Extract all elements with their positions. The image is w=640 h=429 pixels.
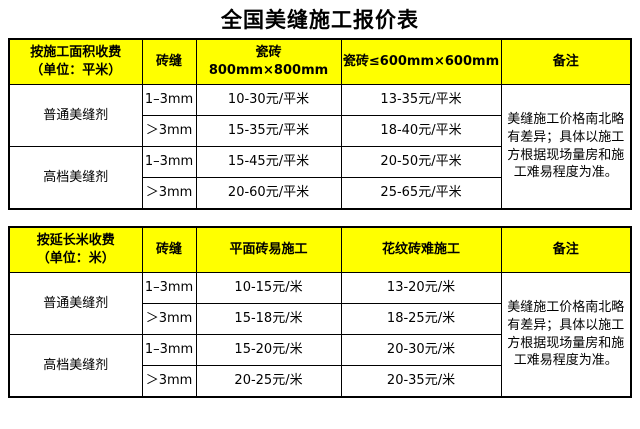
price-tile-800: 15-45元/平米: [195, 146, 342, 178]
price-pattern-tile: 20-35元/米: [340, 365, 502, 398]
header-charge-unit: 按施工面积收费 （单位：平米）: [8, 38, 143, 85]
gap-value: ＞3mm: [141, 303, 197, 335]
header-remark: 备注: [500, 226, 632, 273]
row-label-standard-sealant: 普通美缝剂: [8, 272, 143, 335]
table-row: 普通美缝剂 1–3mm 10-15元/米 13-20元/米 美缝施工价格南北略有…: [8, 272, 632, 398]
price-tile-600: 25-65元/平米: [340, 177, 502, 210]
remark-cell: 美缝施工价格南北略有差异；具体以施工方根据现场量房和施工难易程度为准。: [500, 84, 632, 210]
price-tile-800: 10-30元/平米: [195, 84, 342, 116]
price-pattern-tile: 18-25元/米: [340, 303, 502, 335]
price-pattern-tile: 13-20元/米: [340, 272, 502, 304]
row-label-premium-sealant: 高档美缝剂: [8, 146, 143, 210]
header-remark: 备注: [500, 38, 632, 85]
table-row: 普通美缝剂 1–3mm 10-30元/平米 13-35元/平米 美缝施工价格南北…: [8, 84, 632, 210]
header-charge-unit-line1: 按施工面积收费: [30, 45, 122, 61]
table-header-row: 按施工面积收费 （单位：平米） 砖缝 瓷砖800mm×800mm 瓷砖≤600m…: [8, 38, 632, 85]
price-flat-tile: 10-15元/米: [195, 272, 342, 304]
gap-value: ＞3mm: [141, 365, 197, 398]
header-charge-unit-line1: 按延长米收费: [36, 233, 115, 249]
page-title-bar: 全国美缝施工报价表: [0, 0, 640, 38]
header-flat-tile: 平面砖易施工: [195, 226, 342, 273]
price-tile-600: 18-40元/平米: [340, 115, 502, 147]
header-tile-800: 瓷砖800mm×800mm: [195, 38, 342, 85]
price-tile-800: 15-35元/平米: [195, 115, 342, 147]
price-flat-tile: 15-20元/米: [195, 334, 342, 366]
row-label-standard-sealant: 普通美缝剂: [8, 84, 143, 147]
table-spacer: [0, 210, 640, 226]
price-tile-800: 20-60元/平米: [195, 177, 342, 210]
header-charge-unit: 按延长米收费 （单位：米）: [8, 226, 143, 273]
table-row: ＞3mm 20-25元/米 20-35元/米: [9, 365, 631, 398]
table-row: ＞3mm 20-60元/平米 25-65元/平米: [9, 177, 631, 210]
header-pattern-tile: 花纹砖难施工: [340, 226, 502, 273]
gap-value: 1–3mm: [141, 84, 197, 116]
header-gap: 砖缝: [141, 38, 197, 85]
length-price-table: 按延长米收费 （单位：米） 砖缝 平面砖易施工 花纹砖难施工 备注 普通美缝剂 …: [8, 226, 632, 398]
header-charge-unit-line2: （单位：平米）: [30, 63, 122, 78]
row-label-premium-sealant: 高档美缝剂: [8, 334, 143, 398]
table-header-row: 按延长米收费 （单位：米） 砖缝 平面砖易施工 花纹砖难施工 备注: [8, 226, 632, 273]
price-flat-tile: 15-18元/米: [195, 303, 342, 335]
gap-value: 1–3mm: [141, 334, 197, 366]
price-tile-600: 13-35元/平米: [340, 84, 502, 116]
page-title: 全国美缝施工报价表: [221, 8, 419, 32]
header-tile-600: 瓷砖≤600mm×600mm: [340, 38, 502, 85]
area-price-table: 按施工面积收费 （单位：平米） 砖缝 瓷砖800mm×800mm 瓷砖≤600m…: [8, 38, 632, 210]
table-row: 高档美缝剂 1–3mm 15-45元/平米 20-50元/平米: [8, 146, 631, 210]
table-row: ＞3mm 15-18元/米 18-25元/米: [9, 303, 631, 335]
gap-value: ＞3mm: [141, 177, 197, 210]
table-row: 高档美缝剂 1–3mm 15-20元/米 20-30元/米: [8, 334, 631, 398]
header-gap: 砖缝: [141, 226, 197, 273]
gap-value: 1–3mm: [141, 272, 197, 304]
gap-value: 1–3mm: [141, 146, 197, 178]
price-tile-600: 20-50元/平米: [340, 146, 502, 178]
header-charge-unit-line2: （单位：米）: [36, 251, 115, 266]
price-flat-tile: 20-25元/米: [195, 365, 342, 398]
gap-value: ＞3mm: [141, 115, 197, 147]
remark-cell: 美缝施工价格南北略有差异；具体以施工方根据现场量房和施工难易程度为准。: [500, 272, 632, 398]
price-pattern-tile: 20-30元/米: [340, 334, 502, 366]
table-row: ＞3mm 15-35元/平米 18-40元/平米: [9, 115, 631, 147]
